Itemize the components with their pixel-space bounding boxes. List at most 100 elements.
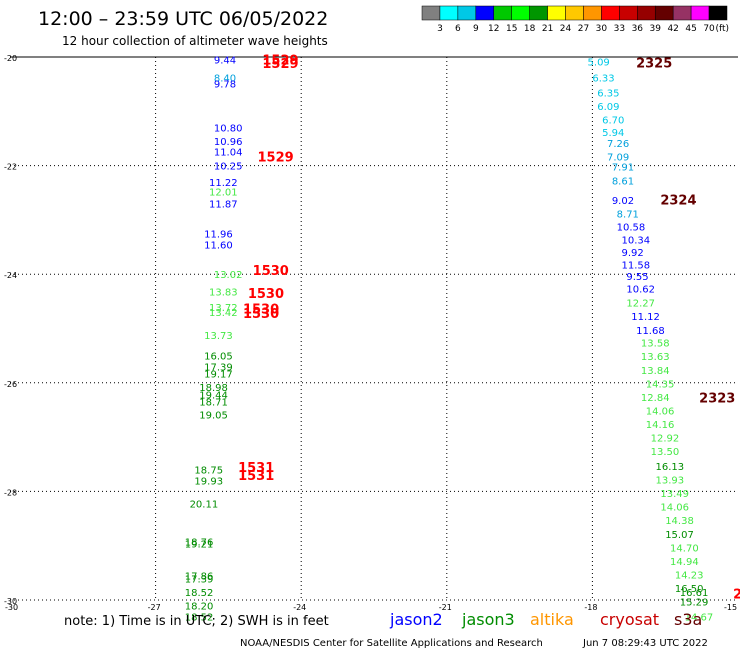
wave-height-label: 10.80	[214, 124, 243, 135]
wave-height-label: 10.58	[617, 222, 646, 233]
wave-height-label: 18.98	[199, 383, 228, 394]
wave-height-label: 14.67	[685, 612, 714, 623]
pass-time-label: 2325	[636, 56, 672, 71]
color-scale-bar: 3 6 9 12 15 18 21 24 27 30 33 36 39 42 45 70 (ft)	[421, 5, 729, 34]
wave-height-label: 18.75	[194, 466, 223, 477]
wave-height-label: 9.55	[626, 272, 648, 283]
wave-height-label: 11.58	[622, 260, 651, 271]
legend-item-jason3: jason3	[461, 610, 515, 629]
color-swatch	[457, 5, 477, 21]
wave-height-label: 14.16	[646, 420, 675, 431]
wave-height-label: 14.06	[660, 503, 689, 514]
color-scale-label: 42	[667, 24, 678, 34]
wave-height-label: 16.61	[680, 588, 709, 599]
wave-height-label: 12.27	[626, 298, 655, 309]
legend-item-s3a: s3a	[674, 610, 702, 629]
wave-height-label: 10.25	[214, 162, 243, 173]
wave-height-label: 13.49	[660, 489, 689, 500]
wave-height-label: 11.87	[209, 200, 238, 211]
wave-height-label: 17.39	[185, 574, 214, 585]
wave-height-label: 8.71	[617, 209, 639, 220]
wave-height-label: 13.63	[641, 352, 670, 363]
color-scale-label: 27	[578, 24, 589, 34]
wave-height-label: 13.58	[641, 339, 670, 350]
plot-area: -20 -22 -24 -26 -28 -30-30 -27 -24 -21 -18 -15 9.4…	[4, 54, 740, 624]
wave-height-label: 12.01	[209, 188, 238, 199]
color-scale-label: 36	[632, 24, 644, 34]
pass-time-label: 1529	[258, 150, 294, 165]
wave-height-label: 5.94	[602, 128, 624, 139]
color-swatch	[511, 5, 530, 21]
pass-time-label: 1530	[253, 264, 289, 279]
color-swatch	[529, 5, 548, 21]
page-title: 12:00 – 23:59 UTC 06/05/2022	[38, 8, 328, 30]
wave-height-label: 6.33	[592, 74, 614, 85]
color-scale-label: 33	[614, 24, 625, 34]
wave-height-label: 12.84	[641, 393, 670, 404]
wave-height-label: 18.20	[185, 601, 214, 612]
wave-height-label: 14.38	[665, 516, 694, 527]
grid-lines	[10, 57, 738, 601]
color-swatch	[637, 5, 656, 21]
wave-height-label: 7.91	[612, 163, 634, 174]
y-tick-label: -24	[4, 271, 17, 280]
wave-height-label: 13.83	[209, 288, 238, 299]
wave-height-label: 12.92	[651, 434, 680, 445]
wave-height-label: 11.96	[204, 229, 233, 240]
color-swatch	[439, 5, 459, 21]
color-scale-label: 12	[488, 24, 499, 34]
pass-time-label: 1530	[248, 287, 284, 302]
color-swatch	[672, 5, 692, 21]
x-tick-label: -15	[724, 603, 737, 612]
wave-height-label: 19.93	[194, 477, 223, 488]
wave-height-label: 9.92	[622, 248, 644, 259]
legend-item-altika: altika	[530, 610, 574, 629]
legend-item-jason2: jason2	[389, 610, 443, 629]
wave-height-label: 14.70	[670, 543, 699, 554]
wave-height-label: 16.13	[655, 462, 684, 473]
data-marks: 9.448.409.7810.8010.9611.0410.2511.2212.…	[185, 54, 740, 624]
pass-time-label: 2	[733, 587, 740, 602]
footer-timestamp: Jun 7 08:29:43 UTC 2022	[582, 638, 708, 649]
wave-height-label: 15.29	[680, 598, 709, 609]
wave-height-label: 18.52	[185, 588, 214, 599]
color-scale-label: 15	[506, 24, 517, 34]
wave-height-label: 11.12	[631, 312, 660, 323]
pass-time-label: 1530	[243, 307, 279, 322]
wave-height-label: 9.78	[214, 80, 236, 91]
wave-height-label: 19.17	[204, 370, 233, 381]
x-tick-label: -24	[293, 603, 306, 612]
color-scale-label: 45	[685, 24, 696, 34]
wave-height-label: 13.73	[204, 331, 233, 342]
color-swatch	[690, 5, 710, 21]
wave-height-label: 6.35	[597, 88, 619, 99]
color-scale-label: 70	[703, 24, 715, 34]
color-swatch	[565, 5, 584, 21]
wave-height-label: 6.09	[597, 102, 619, 113]
wave-height-label: 16.05	[204, 352, 233, 363]
wave-height-label: 19.05	[199, 410, 228, 421]
wave-height-label: 13.50	[651, 447, 680, 458]
wave-height-label: 11.60	[204, 240, 233, 251]
y-tick-label: -22	[4, 163, 17, 172]
wave-height-label: 13.42	[209, 308, 238, 319]
wave-height-label: 14.35	[646, 379, 675, 390]
color-swatch	[547, 5, 566, 21]
y-tick-label: -30	[4, 597, 17, 606]
wave-height-label: 14.06	[646, 406, 675, 417]
wave-height-label: 14.94	[670, 557, 699, 568]
wave-height-label: 10.62	[626, 284, 655, 295]
page-subtitle: 12 hour collection of altimeter wave hei…	[62, 34, 328, 48]
legend-item-cryosat: cryosat	[600, 610, 659, 629]
wave-height-label: 18.52	[185, 612, 214, 623]
wave-height-label: 19.21	[185, 540, 214, 551]
wave-height-label: 9.02	[612, 196, 634, 207]
color-scale-label: 6	[455, 24, 461, 34]
pass-time-label: 1529	[262, 54, 298, 69]
pass-time-label: 1531	[238, 469, 274, 484]
wave-height-label: 10.34	[622, 235, 651, 246]
color-scale-label: (ft)	[715, 24, 729, 34]
color-scale-label: 21	[542, 24, 553, 34]
wave-height-label: 6.70	[602, 115, 624, 126]
x-tick-label: -18	[584, 603, 597, 612]
